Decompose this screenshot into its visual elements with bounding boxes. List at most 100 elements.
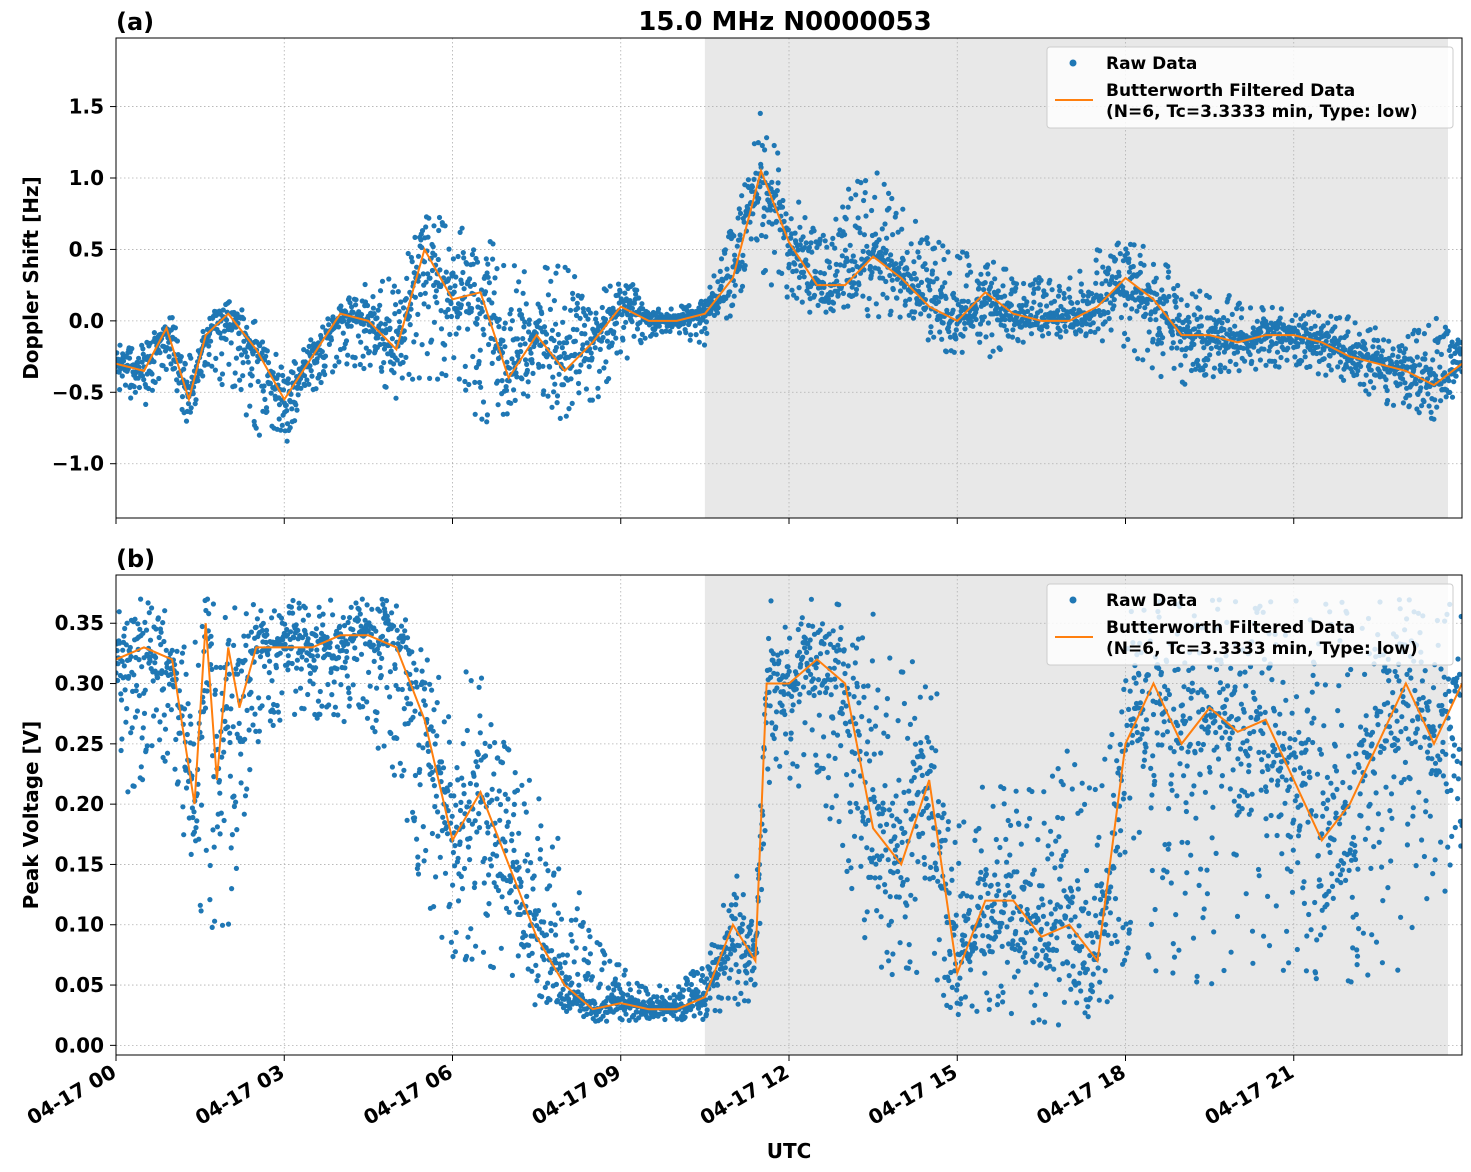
raw-data-point [535,973,541,979]
raw-data-point [1088,328,1094,335]
raw-data-point [312,711,318,718]
raw-data-point [1074,300,1081,306]
raw-data-point [576,369,582,375]
raw-data-point [950,307,956,313]
raw-data-point [1316,313,1322,319]
raw-data-point [293,622,299,628]
raw-data-point [1428,409,1434,415]
raw-data-point [432,804,438,810]
raw-data-point [136,384,142,391]
raw-data-point [1277,315,1283,321]
raw-data-point [477,347,483,353]
raw-data-point [326,322,332,328]
raw-data-point [411,339,417,345]
raw-data-point [582,331,588,337]
raw-data-point [1372,325,1378,331]
raw-data-point [520,290,526,296]
raw-data-point [489,797,495,803]
raw-data-point [1105,309,1111,316]
raw-data-point [525,868,531,874]
raw-data-point [139,664,145,670]
raw-data-point [1131,348,1138,354]
raw-data-point [229,886,235,892]
raw-data-point [523,301,529,307]
raw-data-point [247,403,253,409]
raw-data-point [245,633,251,639]
raw-data-point [392,665,398,672]
raw-data-point [759,142,765,149]
raw-data-point [820,232,826,238]
raw-data-point [391,361,397,367]
raw-data-point [378,673,384,679]
raw-data-point [318,379,324,386]
raw-data-point [445,306,451,313]
raw-data-point [597,346,603,352]
raw-data-point [588,350,594,356]
raw-data-point [698,298,704,304]
raw-data-point [138,764,144,770]
raw-data-point [245,359,251,365]
raw-data-point [676,330,683,336]
raw-data-point [919,237,925,243]
raw-data-point [576,390,582,396]
raw-data-point [1194,357,1201,363]
raw-data-point [199,623,205,630]
raw-data-point [1284,357,1290,363]
raw-data-point [1400,400,1406,406]
raw-data-point [303,657,310,663]
raw-data-point [960,249,966,255]
raw-data-point [872,194,878,200]
raw-data-point [808,240,814,246]
raw-data-point [221,817,227,824]
raw-data-point [1226,368,1232,374]
raw-data-point [1106,315,1112,322]
raw-data-point [455,253,461,260]
raw-data-point [119,373,125,379]
raw-data-point [556,866,562,872]
raw-data-point [455,777,461,783]
raw-data-point [294,657,300,663]
raw-data-point [707,950,714,956]
raw-data-point [634,1009,640,1015]
raw-data-point [839,253,845,259]
raw-data-point [342,659,348,665]
raw-data-point [1361,381,1367,387]
raw-data-point [1434,404,1440,410]
raw-data-point [174,338,180,344]
raw-data-point [569,938,575,944]
raw-data-point [930,279,936,285]
y-tick-label: 1.0 [69,166,104,190]
raw-data-point [937,329,943,335]
raw-data-point [386,318,392,324]
raw-data-point [398,623,405,629]
raw-data-point [1165,274,1171,280]
raw-data-point [336,359,342,365]
raw-data-point [880,291,886,297]
raw-data-point [142,687,148,693]
raw-data-point [510,812,517,818]
raw-data-point [465,844,471,850]
raw-data-point [1390,352,1396,358]
raw-data-point [1057,334,1064,340]
raw-data-point [833,216,839,222]
raw-data-point [518,348,524,355]
raw-data-point [811,228,817,234]
raw-data-point [459,775,465,781]
raw-data-point [889,195,895,202]
raw-data-point [484,820,490,826]
raw-data-point [242,736,248,742]
raw-data-point [506,378,512,384]
raw-data-point [680,987,687,993]
raw-data-point [487,856,493,862]
raw-data-point [131,672,137,678]
raw-data-point [1188,367,1195,374]
raw-data-point [402,628,408,634]
raw-data-point [334,644,340,650]
raw-data-point [534,338,540,344]
raw-data-point [334,354,340,360]
raw-data-point [655,306,662,312]
raw-data-point [224,705,230,711]
raw-data-point [1206,294,1212,300]
raw-data-point [376,651,382,657]
raw-data-point [1275,324,1281,330]
